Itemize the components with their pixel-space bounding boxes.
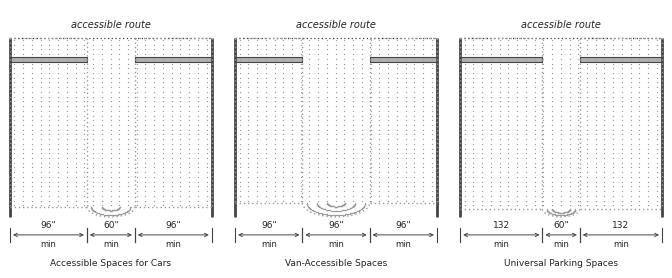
Text: Accessible Spaces for Cars: Accessible Spaces for Cars [50, 259, 171, 268]
Text: min: min [328, 240, 344, 249]
Text: 96": 96" [165, 221, 181, 230]
Text: 96": 96" [261, 221, 277, 230]
Bar [135, 57, 212, 62]
Bar [10, 57, 87, 62]
Text: accessible route: accessible route [71, 20, 151, 30]
Bar [580, 57, 662, 62]
Text: min: min [613, 240, 629, 249]
Text: 60": 60" [103, 221, 119, 230]
Text: accessible route: accessible route [521, 20, 601, 30]
Bar [460, 57, 542, 62]
Text: min: min [165, 240, 181, 249]
Text: 96": 96" [41, 221, 56, 230]
Text: min: min [395, 240, 411, 249]
Text: min: min [103, 240, 119, 249]
Text: 96": 96" [395, 221, 411, 230]
Text: min: min [553, 240, 569, 249]
Text: 132: 132 [612, 221, 630, 230]
Text: 96": 96" [328, 221, 344, 230]
Text: min: min [40, 240, 56, 249]
Bar [370, 57, 437, 62]
Bar [235, 57, 302, 62]
Text: min: min [261, 240, 277, 249]
Text: 60": 60" [553, 221, 569, 230]
Text: Universal Parking Spaces: Universal Parking Spaces [504, 259, 618, 268]
Text: 132: 132 [493, 221, 510, 230]
Text: min: min [493, 240, 509, 249]
Text: accessible route: accessible route [296, 20, 376, 30]
Text: Van-Accessible Spaces: Van-Accessible Spaces [285, 259, 387, 268]
